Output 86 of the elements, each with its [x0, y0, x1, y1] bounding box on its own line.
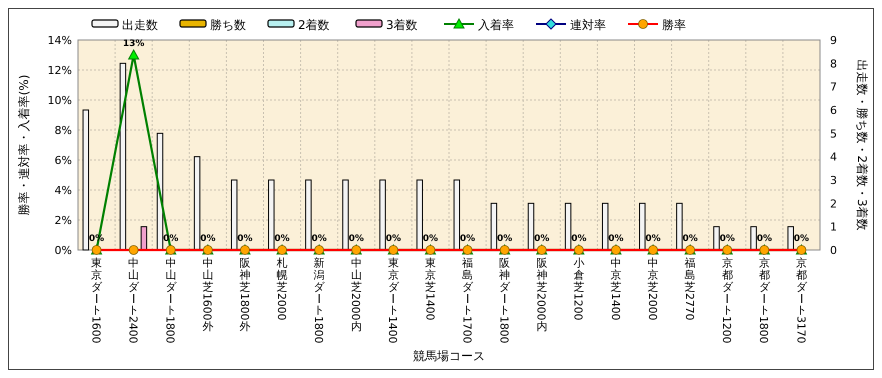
y-axis-title: 勝率・連対率・入着率(%) — [17, 74, 31, 216]
y-tick-label: 2% — [54, 214, 72, 227]
bar — [750, 226, 757, 250]
legend-label: 2着数 — [298, 18, 330, 32]
y2-tick-label: 4 — [830, 150, 837, 164]
category-label: 中山ダート2400 — [126, 256, 140, 344]
bar — [639, 202, 646, 250]
data-label: 0% — [645, 234, 661, 244]
bar — [230, 180, 238, 250]
data-label: 0% — [794, 234, 810, 244]
bar — [564, 202, 572, 250]
data-label: 0% — [200, 234, 216, 244]
data-label: 0% — [348, 234, 364, 244]
category-label: 京都ダート1800 — [757, 256, 770, 344]
legend-label: 勝ち数 — [210, 18, 246, 32]
y2-tick-label: 7 — [830, 80, 837, 94]
bar — [602, 202, 608, 250]
legend-label: 勝率 — [662, 18, 686, 32]
x-tick-label: 東京芝1400 — [423, 256, 436, 320]
bar — [528, 202, 534, 250]
bar — [268, 180, 275, 250]
y2-tick-label: 9 — [830, 34, 837, 47]
x-tick-label: 中京芝2000 — [646, 256, 659, 320]
y-tick-label: 14% — [48, 34, 72, 47]
data-label: 0% — [756, 234, 772, 244]
y2-tick-label: 6 — [830, 104, 837, 117]
x-tick-label: 中山芝2000内 — [349, 256, 362, 333]
category-label: 東京ダート1600 — [89, 256, 102, 344]
bar — [305, 180, 312, 250]
data-label: 0% — [682, 234, 698, 244]
y-tick-label: 10% — [48, 94, 72, 107]
data-label: 0% — [386, 234, 401, 244]
category-label: 新潟ダート1800 — [312, 256, 325, 344]
legend-label: 3着数 — [386, 18, 418, 32]
x-tick-label: 小倉芝1200 — [572, 256, 585, 320]
data-label: 0% — [571, 234, 586, 244]
data-label: 0% — [274, 234, 290, 244]
data-label: 13% — [122, 39, 144, 49]
category-label: 福島ダート1700 — [460, 256, 474, 344]
category-label: 中山ダート1800 — [164, 256, 177, 344]
data-label: 0% — [497, 234, 512, 244]
y-tick-label: 4% — [54, 184, 72, 197]
bar — [120, 62, 126, 250]
x-tick-label: 中京芝1400 — [608, 256, 622, 320]
bar — [416, 180, 423, 250]
bar — [379, 180, 386, 250]
y2-tick-label: 2 — [830, 197, 837, 210]
y-tick-label: 0% — [54, 244, 72, 257]
data-label: 0% — [608, 234, 624, 244]
data-label: 0% — [422, 234, 438, 244]
data-label: 0% — [534, 234, 550, 244]
data-label: 0% — [312, 234, 327, 244]
category-label: 阪神ダート1800 — [497, 256, 510, 344]
y2-tick-label: 3 — [830, 174, 837, 187]
x-tick-label: 阪神芝1800外 — [238, 256, 251, 333]
data-label: 0% — [720, 234, 735, 244]
legend-label: 入着率 — [478, 18, 514, 32]
data-label: 0% — [237, 234, 253, 244]
bar — [787, 226, 794, 250]
bar — [713, 226, 720, 250]
y-tick-label: 8% — [54, 124, 72, 137]
bar — [454, 180, 460, 250]
x-axis-title: 競馬場コース — [413, 349, 485, 363]
y2-tick-label: 1 — [830, 220, 837, 234]
y2-axis-title: 出走数・勝ち数・2着数・3着数 — [855, 59, 869, 231]
legend-label: 出走数 — [122, 18, 158, 32]
bar — [140, 226, 148, 250]
y-tick-label: 12% — [48, 64, 72, 77]
x-tick-label: 阪神芝2000内 — [534, 256, 548, 333]
y-tick-label: 6% — [54, 154, 72, 167]
bar — [490, 202, 498, 250]
bar — [342, 180, 349, 250]
legend-label: 連対率 — [570, 18, 606, 32]
y2-tick-label: 0 — [830, 244, 837, 257]
y2-tick-label: 8 — [830, 57, 837, 70]
data-label: 0% — [460, 234, 476, 244]
category-label: 京都ダート1200 — [720, 256, 734, 344]
bar — [82, 110, 90, 250]
bar — [676, 202, 683, 250]
x-tick-label: 福島芝2770 — [682, 256, 696, 320]
bar — [194, 156, 200, 250]
y2-tick-label: 5 — [830, 127, 837, 140]
category-label: 京都ダート3170 — [794, 256, 808, 344]
x-tick-label: 札幌芝2000 — [274, 256, 288, 320]
x-tick-label: 中山芝1600外 — [200, 256, 214, 333]
category-label: 東京ダート1400 — [386, 256, 400, 344]
